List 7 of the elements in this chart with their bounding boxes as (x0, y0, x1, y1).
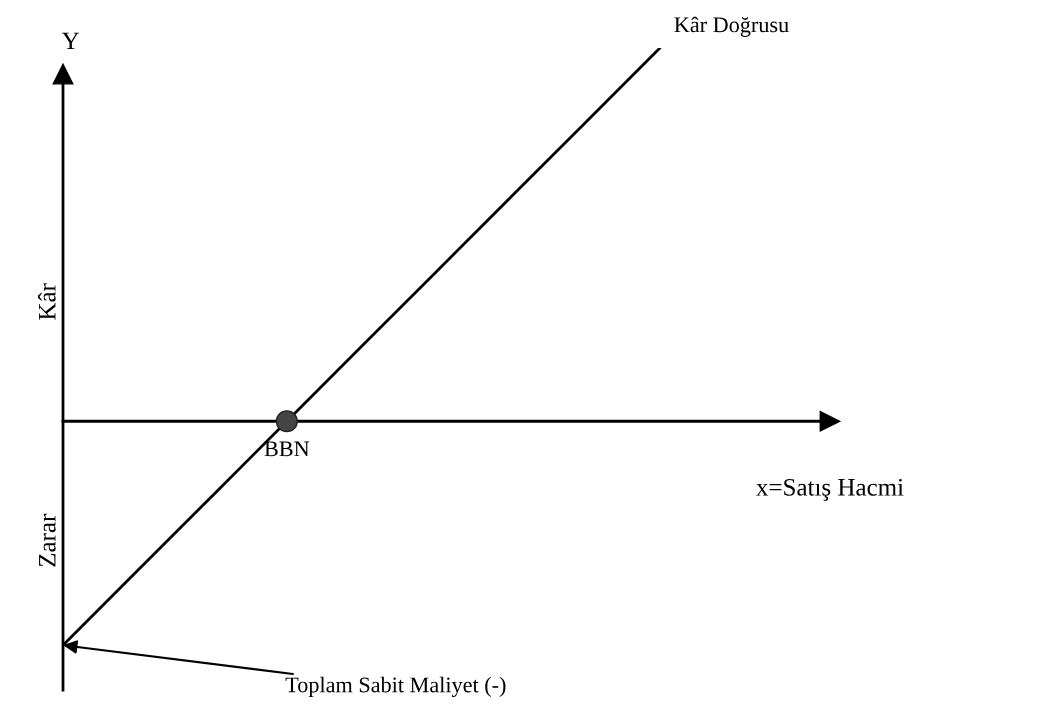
series-label: Kâr Doğrusu (674, 16, 789, 37)
annotation: Kâr (38, 283, 56, 320)
annotation: Zarar (39, 513, 56, 567)
text: Toplam Sabit Maliyet (-) (285, 676, 506, 697)
x-axis-title: x=Satış Hacmi (756, 478, 904, 501)
y-axis-title: Y (61, 32, 80, 50)
annotation: BBN (264, 441, 310, 457)
